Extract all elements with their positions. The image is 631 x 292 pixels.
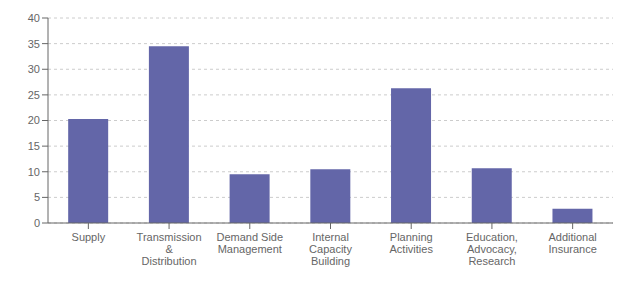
svg-text:40: 40 (28, 12, 40, 24)
svg-text:PlanningActivities: PlanningActivities (390, 231, 434, 255)
svg-text:Education,Advocacy,Research: Education,Advocacy,Research (466, 231, 518, 267)
svg-text:Demand SideManagement: Demand SideManagement (216, 231, 283, 255)
svg-text:35: 35 (28, 38, 40, 50)
svg-text:0: 0 (34, 217, 40, 229)
svg-text:25: 25 (28, 89, 40, 101)
svg-text:10: 10 (28, 166, 40, 178)
svg-text:AdditionalInsurance: AdditionalInsurance (548, 231, 596, 255)
svg-text:20: 20 (28, 114, 40, 126)
svg-text:30: 30 (28, 63, 40, 75)
svg-text:InternalCapacityBuilding: InternalCapacityBuilding (309, 231, 352, 267)
svg-text:5: 5 (34, 191, 40, 203)
svg-text:Transmission&Distribution: Transmission&Distribution (137, 231, 202, 267)
svg-text:Supply: Supply (72, 231, 106, 243)
svg-text:15: 15 (28, 140, 40, 152)
